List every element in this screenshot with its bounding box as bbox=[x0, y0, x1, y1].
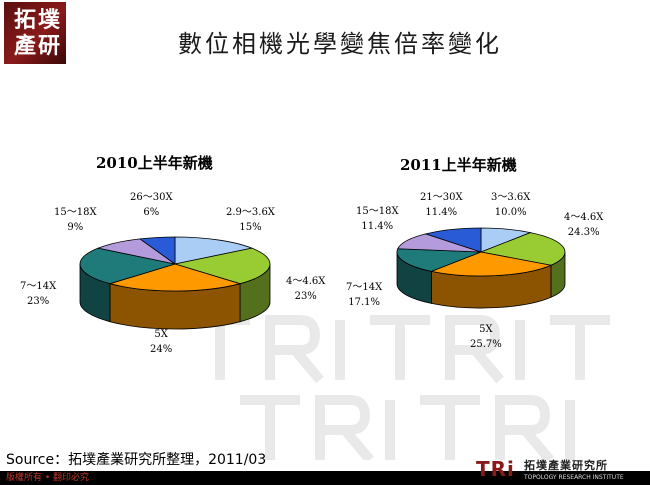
pie-slice bbox=[396, 248, 482, 272]
logo-line-2: 產研 bbox=[14, 33, 63, 59]
footer-bar bbox=[0, 471, 650, 485]
source-note: Source：拓墣產業研究所整理，2011/03 bbox=[6, 452, 267, 468]
chart-2-slice-label-1: 4～4.6X 24.3% bbox=[564, 212, 604, 238]
chart-2-slice-label-3: 7～14X 17.1% bbox=[346, 282, 383, 308]
pie-slice bbox=[174, 236, 254, 265]
chart-1-slice-label-2: 5X 24% bbox=[150, 329, 173, 355]
brand-subtitle: TOPOLOGY RESEARCH INSTITUTE bbox=[524, 474, 624, 481]
chart-1-slice-label-4: 15～18X 9% bbox=[54, 207, 97, 233]
pie-slice bbox=[138, 236, 176, 265]
chart-2-slice-label-4: 15～18X 11.4% bbox=[356, 206, 399, 232]
brand-name: 拓墣產業研究所 bbox=[524, 459, 608, 472]
pie-slice bbox=[108, 263, 242, 292]
chart-1-slice-label-0: 2.9～3.6X 15% bbox=[226, 207, 275, 233]
chart-2-slice-label-5: 21～30X 11.4% bbox=[420, 192, 463, 218]
chart-1-slice-label-5: 26～30X 6% bbox=[130, 192, 173, 218]
chart-2-slice-label-2: 5X 25.7% bbox=[470, 324, 502, 350]
logo: 拓墣 產研 bbox=[4, 2, 66, 64]
chart-1-slice-label-3: 7～14X 23% bbox=[20, 281, 57, 307]
logo-line-1: 拓墣 bbox=[14, 7, 63, 33]
brand-logo-mark: TRi bbox=[476, 457, 515, 481]
chart-1-slice-label-1: 4～4.6X 23% bbox=[286, 276, 326, 302]
chart-2-title: 2011上半年新機 bbox=[400, 156, 517, 174]
pie-slice bbox=[479, 232, 566, 266]
copyright-text: 版權所有 • 翻印必究 bbox=[6, 473, 90, 483]
pie-slice bbox=[429, 251, 553, 277]
chart-1-title: 2010上半年新機 bbox=[96, 154, 213, 172]
chart-2-slice-label-0: 3～3.6X 10.0% bbox=[491, 192, 531, 218]
pie-slice bbox=[424, 227, 482, 253]
pie-slice bbox=[79, 247, 176, 285]
pie-slice bbox=[174, 247, 271, 285]
slide-title: 數位相機光學變焦倍率變化 bbox=[178, 30, 502, 58]
